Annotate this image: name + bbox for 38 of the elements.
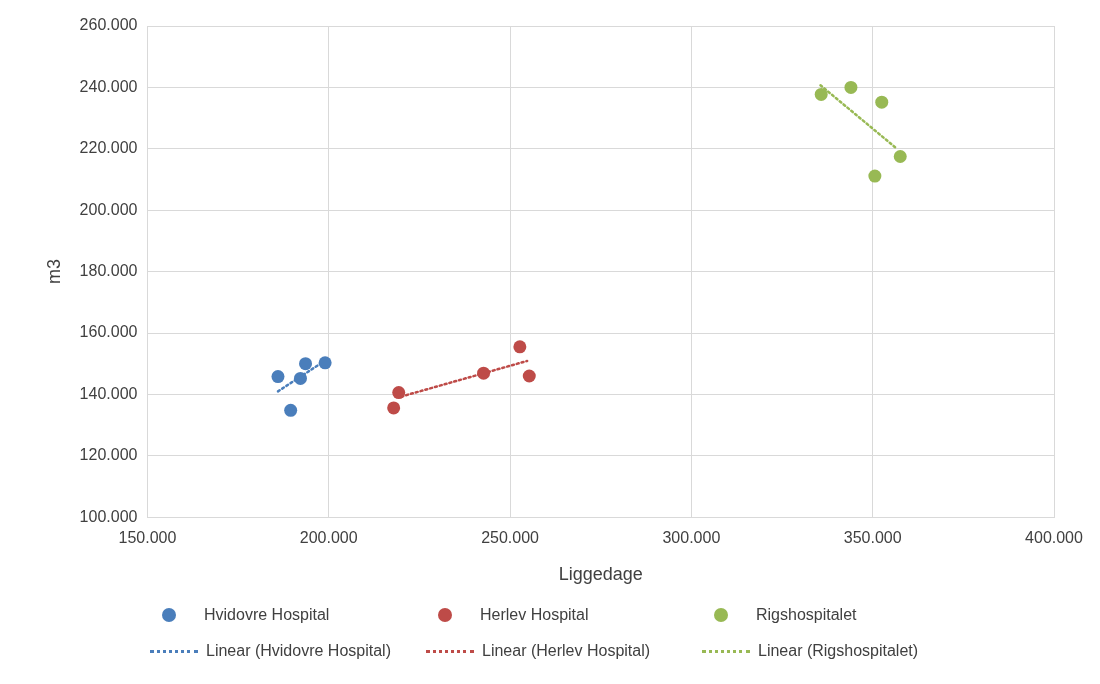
x-tick-label: 350.000 xyxy=(843,529,902,547)
point xyxy=(875,95,889,109)
y-tick-label: 100.000 xyxy=(79,507,138,525)
point xyxy=(893,149,907,163)
legend-label: Linear (Hvidovre Hospital) xyxy=(206,642,391,660)
y-tick-label: 140.000 xyxy=(79,384,138,402)
legend-label: Linear (Rigshospitalet) xyxy=(758,642,919,660)
legend-label: Linear (Herlev Hospital) xyxy=(482,642,651,660)
y-tick-label: 200.000 xyxy=(79,200,138,218)
y-tick-label: 220.000 xyxy=(79,139,138,157)
x-axis-title: Liggedage xyxy=(558,564,643,585)
y-tick-label: 240.000 xyxy=(79,77,138,95)
y-tick-label: 160.000 xyxy=(79,323,138,341)
point xyxy=(513,340,527,354)
point xyxy=(271,370,285,384)
point xyxy=(814,87,828,101)
point xyxy=(293,371,307,385)
point xyxy=(522,369,536,383)
legend-label: Rigshospitalet xyxy=(756,606,857,624)
x-tick-label: 150.000 xyxy=(118,529,177,547)
y-tick-label: 180.000 xyxy=(79,262,138,280)
y-tick-label: 120.000 xyxy=(79,446,138,464)
point xyxy=(844,80,858,94)
x-tick-label: 300.000 xyxy=(662,529,721,547)
point xyxy=(477,366,491,380)
x-tick-label: 200.000 xyxy=(299,529,358,547)
point xyxy=(284,403,298,417)
point xyxy=(392,386,406,400)
x-tick-label: 400.000 xyxy=(1025,529,1084,547)
y-tick-label: 260.000 xyxy=(79,16,138,34)
point xyxy=(387,401,401,415)
point xyxy=(868,169,882,183)
point xyxy=(299,357,313,371)
point xyxy=(318,356,332,370)
y-axis-title: m3 xyxy=(43,259,64,285)
legend-label: Hvidovre Hospital xyxy=(204,606,330,624)
legend-label: Herlev Hospital xyxy=(480,606,589,624)
x-tick-label: 250.000 xyxy=(481,529,540,547)
